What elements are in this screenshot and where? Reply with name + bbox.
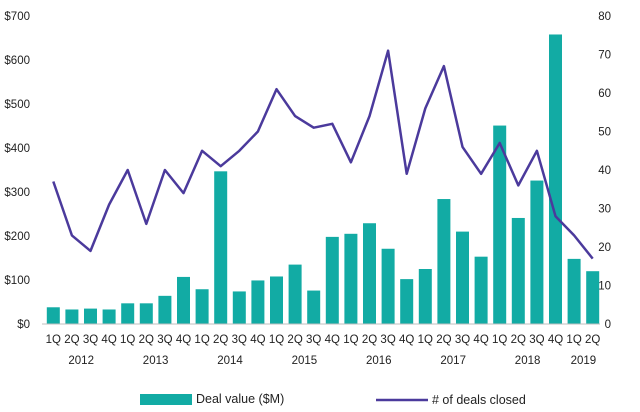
right-axis-tick-label: 0: [605, 319, 611, 331]
quarter-tick-label: 1Q: [492, 334, 507, 346]
legend-label-deals-closed: # of deals closed: [432, 393, 526, 407]
quarter-tick-label: 2Q: [287, 334, 302, 346]
quarter-tick-label: 3Q: [83, 334, 98, 346]
line-series: [52, 49, 594, 260]
year-label: 2019: [571, 355, 597, 367]
bar: [363, 223, 376, 324]
legend: Deal value ($M) # of deals closed: [140, 392, 526, 407]
left-axis: $0 $100 $200 $300 $400 $500 $600 $700: [4, 11, 30, 331]
left-axis-tick-label: $400: [4, 143, 30, 155]
quarter-tick-label: 1Q: [418, 334, 433, 346]
year-label: 2018: [515, 355, 541, 367]
quarter-tick-label: 3Q: [306, 334, 321, 346]
right-axis-tick-label: 30: [598, 204, 611, 216]
bar: [158, 295, 172, 324]
bar: [232, 291, 246, 324]
quarter-tick-label: 2Q: [511, 334, 526, 346]
left-axis-tick-label: $100: [4, 275, 30, 287]
quarter-tick-label: 1Q: [120, 334, 135, 346]
quarter-tick-label: 3Q: [157, 334, 172, 346]
left-axis-tick-label: $200: [4, 231, 30, 243]
quarter-tick-label: 3Q: [380, 334, 395, 346]
right-axis: 0 10 20 30 40 50 60 70 80: [598, 11, 611, 331]
left-axis-tick-label: $700: [4, 11, 30, 23]
legend-label-deal-value: Deal value ($M): [196, 392, 284, 406]
quarter-tick-label: 4Q: [399, 334, 414, 346]
quarter-tick-label: 4Q: [176, 334, 191, 346]
bar: [177, 276, 190, 324]
quarter-tick-label: 3Q: [455, 334, 470, 346]
bar: [270, 276, 283, 324]
bar: [46, 307, 60, 324]
quarter-tick-label: 2Q: [362, 334, 377, 346]
left-axis-tick-label: $500: [4, 99, 30, 111]
right-axis-tick-label: 60: [598, 88, 611, 100]
bar: [121, 303, 135, 324]
bar: [530, 180, 544, 324]
quarter-tick-label: 3Q: [529, 334, 544, 346]
right-axis-tick-label: 80: [598, 11, 611, 23]
quarter-tick-label: 4Q: [101, 334, 116, 346]
quarter-tick-label: 2Q: [64, 334, 79, 346]
deals-closed-line: [52, 49, 594, 260]
right-axis-tick-label: 10: [598, 281, 611, 293]
year-label: 2012: [68, 355, 94, 367]
bar: [586, 271, 600, 324]
quarter-tick-label: 4Q: [548, 334, 563, 346]
bar: [139, 303, 153, 324]
bar: [288, 264, 302, 324]
quarter-tick-label: 1Q: [566, 334, 581, 346]
quarter-tick-label: 2Q: [139, 334, 154, 346]
bar: [65, 309, 79, 324]
bar: [214, 171, 228, 324]
quarter-tick-label: 4Q: [473, 334, 488, 346]
quarter-tick-label: 1Q: [269, 334, 284, 346]
left-axis-tick-label: $300: [4, 187, 30, 199]
left-axis-tick-label: $600: [4, 55, 30, 67]
year-label: 2013: [143, 355, 169, 367]
bar-series: [46, 34, 600, 324]
bar: [549, 34, 562, 324]
bar: [325, 236, 339, 324]
right-axis-tick-label: 50: [598, 127, 611, 139]
right-axis-tick-label: 20: [598, 242, 611, 254]
bar: [102, 309, 116, 324]
legend-swatch-deal-value: [140, 394, 192, 405]
bar: [344, 233, 358, 324]
quarter-tick-label: 4Q: [325, 334, 340, 346]
quarter-tick-label: 1Q: [194, 334, 209, 346]
x-axis: 1Q 2Q 3Q 4Q 1Q 2Q 3Q 4Q 1Q 2Q 3Q 4Q 1Q 2Q 3Q 4Q 1Q 2Q 3Q 4Q…: [42, 323, 600, 367]
quarter-tick-label: 4Q: [250, 334, 265, 346]
year-label: 2015: [292, 355, 318, 367]
bar: [437, 199, 451, 324]
bar: [418, 269, 432, 324]
quarter-tick-label: 3Q: [232, 334, 247, 346]
bar: [400, 279, 414, 324]
year-label: 2014: [217, 355, 243, 367]
quarter-tick-label: 2Q: [213, 334, 228, 346]
right-axis-tick-label: 40: [598, 165, 611, 177]
bar: [511, 217, 525, 324]
quarter-tick-label: 2Q: [436, 334, 451, 346]
quarter-tick-label: 1Q: [46, 334, 61, 346]
year-label: 2017: [440, 355, 466, 367]
right-axis-tick-label: 70: [598, 50, 611, 62]
quarter-tick-label: 1Q: [343, 334, 358, 346]
bar: [195, 289, 209, 324]
left-axis-tick-label: $0: [17, 319, 30, 331]
bar: [251, 280, 265, 324]
bar: [84, 308, 97, 324]
bar: [474, 256, 488, 324]
bar: [493, 125, 507, 324]
quarter-tick-label: 2Q: [585, 334, 600, 346]
bar: [307, 290, 321, 324]
bar: [456, 231, 469, 324]
year-label: 2016: [366, 355, 392, 367]
bar: [381, 248, 395, 324]
bar: [567, 258, 581, 324]
